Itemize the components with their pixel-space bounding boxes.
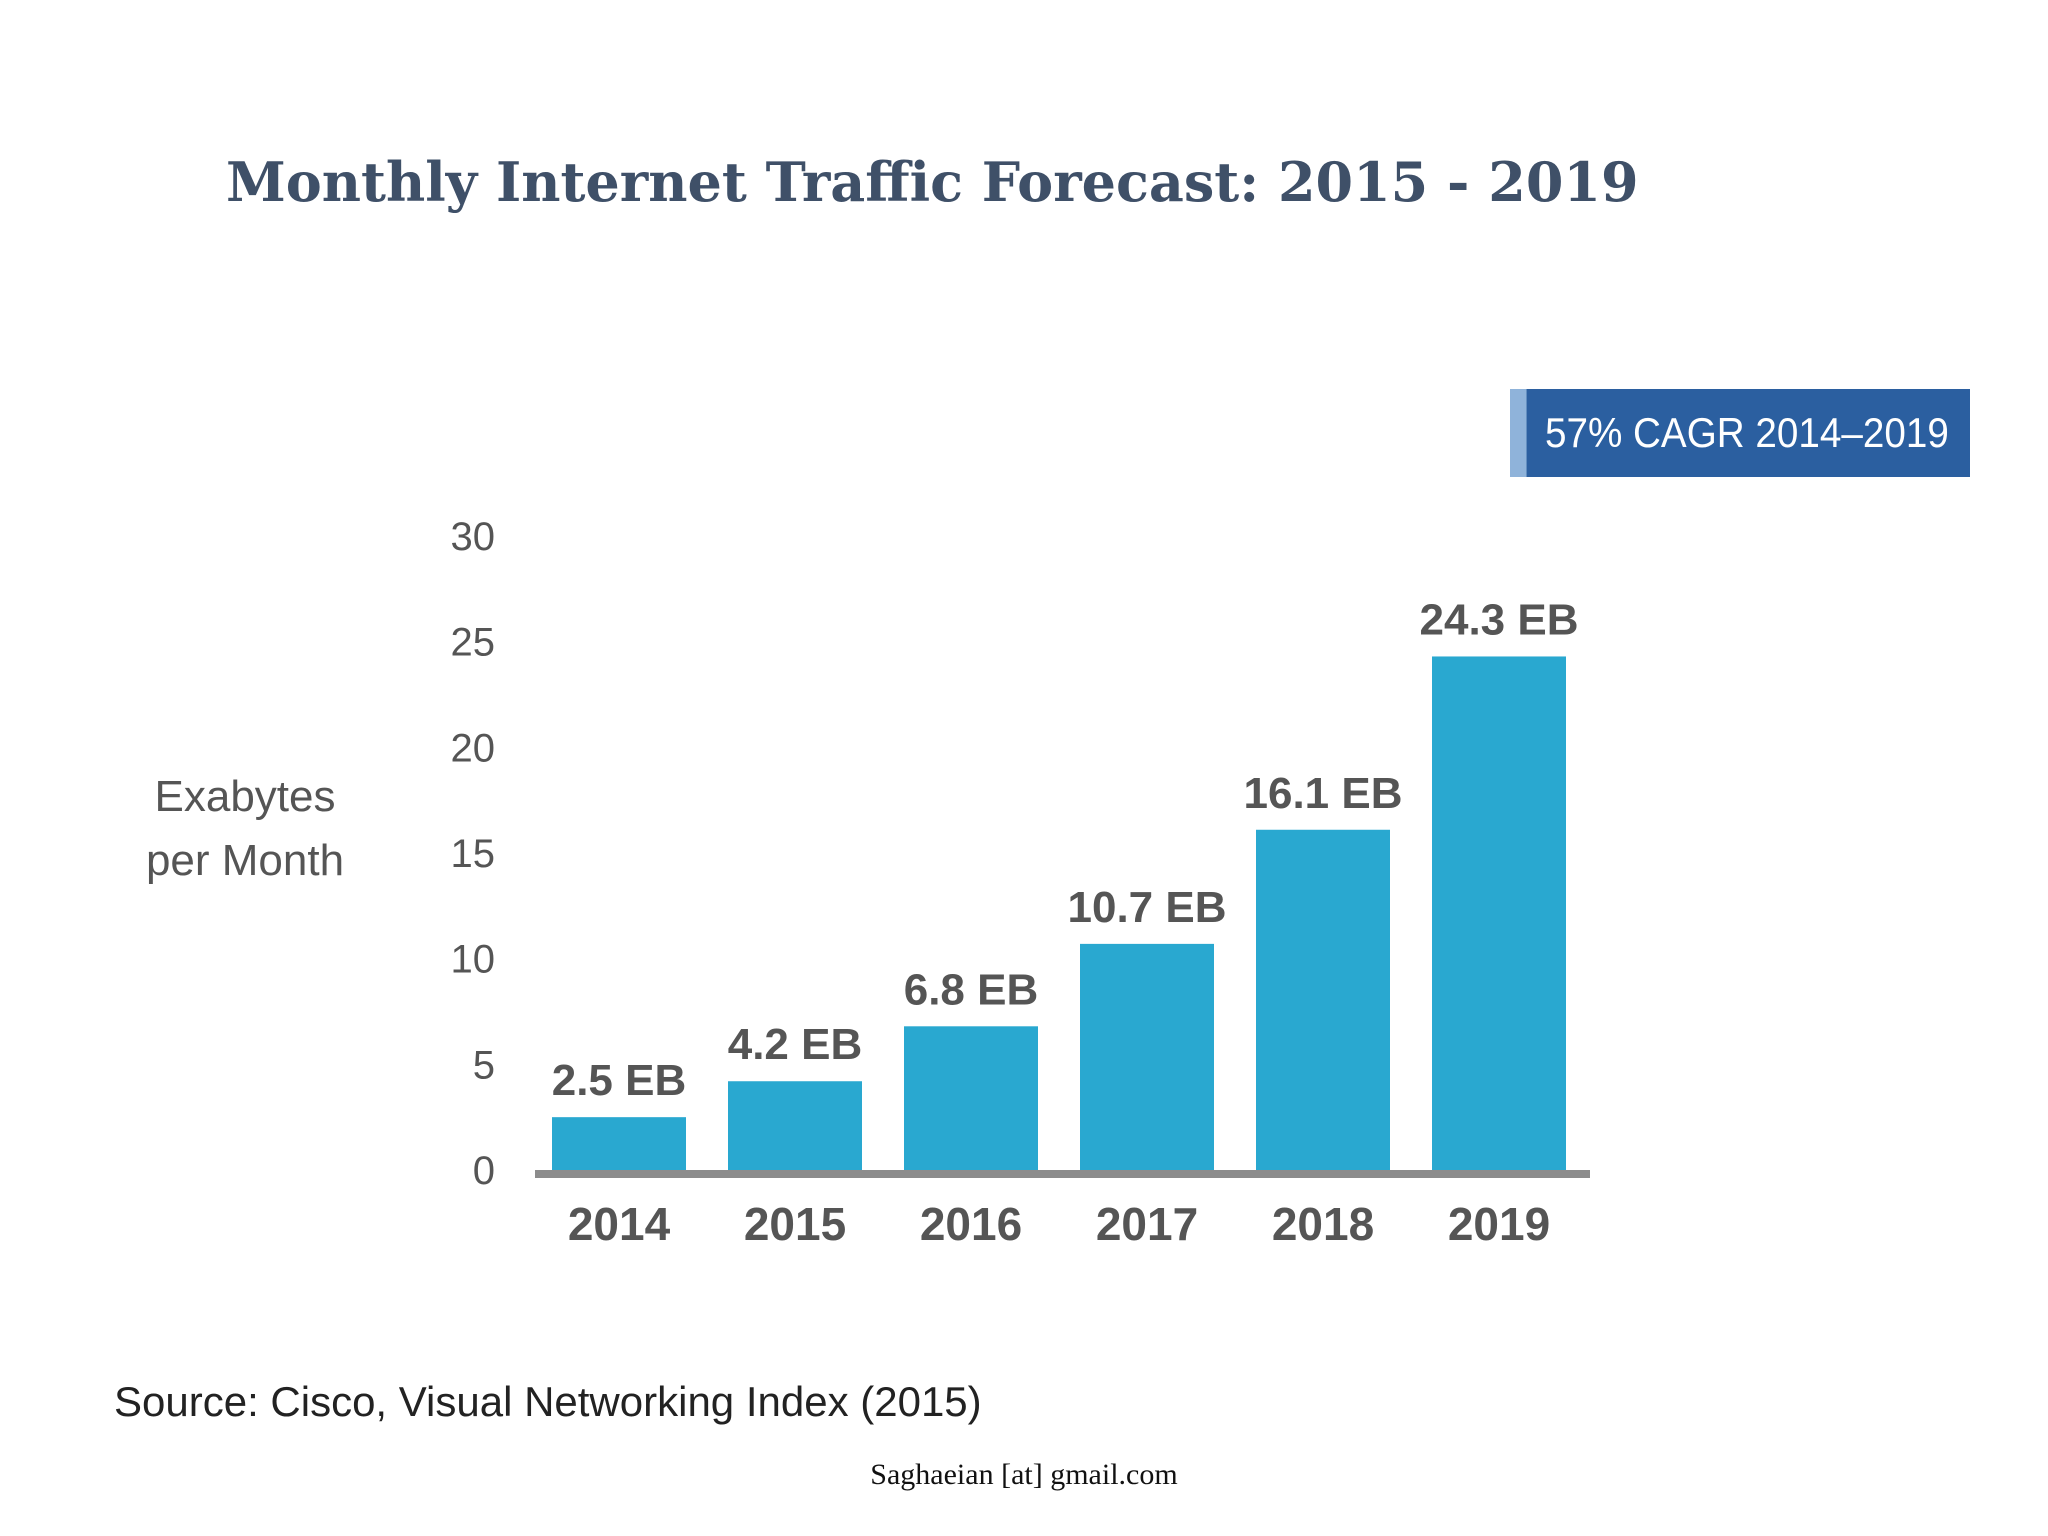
x-tick-label-2015: 2015 [744, 1198, 846, 1250]
value-label-2019: 24.3 EB [1420, 595, 1579, 644]
bar-2017 [1080, 943, 1214, 1170]
y-tick-label: 0 [473, 1149, 495, 1193]
x-tick-label-2018: 2018 [1272, 1198, 1374, 1250]
y-axis-ticks: 0 5 10 15 20 25 30 [451, 515, 496, 1193]
value-label-2018: 16.1 EB [1244, 769, 1403, 818]
x-tick-label-2017: 2017 [1096, 1198, 1198, 1250]
x-tick-label-2014: 2014 [568, 1198, 671, 1250]
y-axis-title-line-2: per Month [145, 836, 345, 885]
bar-2019 [1432, 656, 1566, 1170]
value-label-2015: 4.2 EB [728, 1020, 863, 1069]
value-label-2017: 10.7 EB [1068, 883, 1227, 932]
bar-2018 [1256, 829, 1390, 1170]
cagr-badge: 57% CAGR 2014–2019 [1510, 389, 1970, 477]
page-title: Monthly Internet Traffic Forecast: 2015 … [226, 150, 1639, 214]
bar-2016 [904, 1026, 1038, 1170]
x-tick-label-2019: 2019 [1448, 1198, 1550, 1250]
y-tick-label: 20 [451, 726, 496, 770]
bars [552, 656, 1566, 1170]
y-tick-label: 5 [473, 1043, 495, 1087]
x-tick-label-2016: 2016 [920, 1198, 1022, 1250]
x-axis-labels: 2014 2015 2016 2017 2018 2019 [568, 1198, 1550, 1250]
y-tick-label: 30 [451, 515, 496, 559]
source-note: Source: Cisco, Visual Networking Index (… [114, 1378, 982, 1425]
value-label-2016: 6.8 EB [904, 965, 1039, 1014]
y-axis-title-line-1: Exabytes [154, 772, 336, 821]
bar-2014 [552, 1117, 686, 1170]
value-labels: 2.5 EB 4.2 EB 6.8 EB 10.7 EB 16.1 EB 24.3 EB [552, 595, 1579, 1105]
y-tick-label: 10 [451, 938, 496, 982]
y-axis-title: Exabytes per Month [120, 765, 370, 893]
credit-line: Saghaeian [at] gmail.com [870, 1458, 1178, 1491]
y-tick-label: 25 [451, 621, 496, 665]
y-tick-label: 15 [451, 832, 496, 876]
value-label-2014: 2.5 EB [552, 1056, 687, 1105]
bar-2015 [728, 1081, 862, 1170]
